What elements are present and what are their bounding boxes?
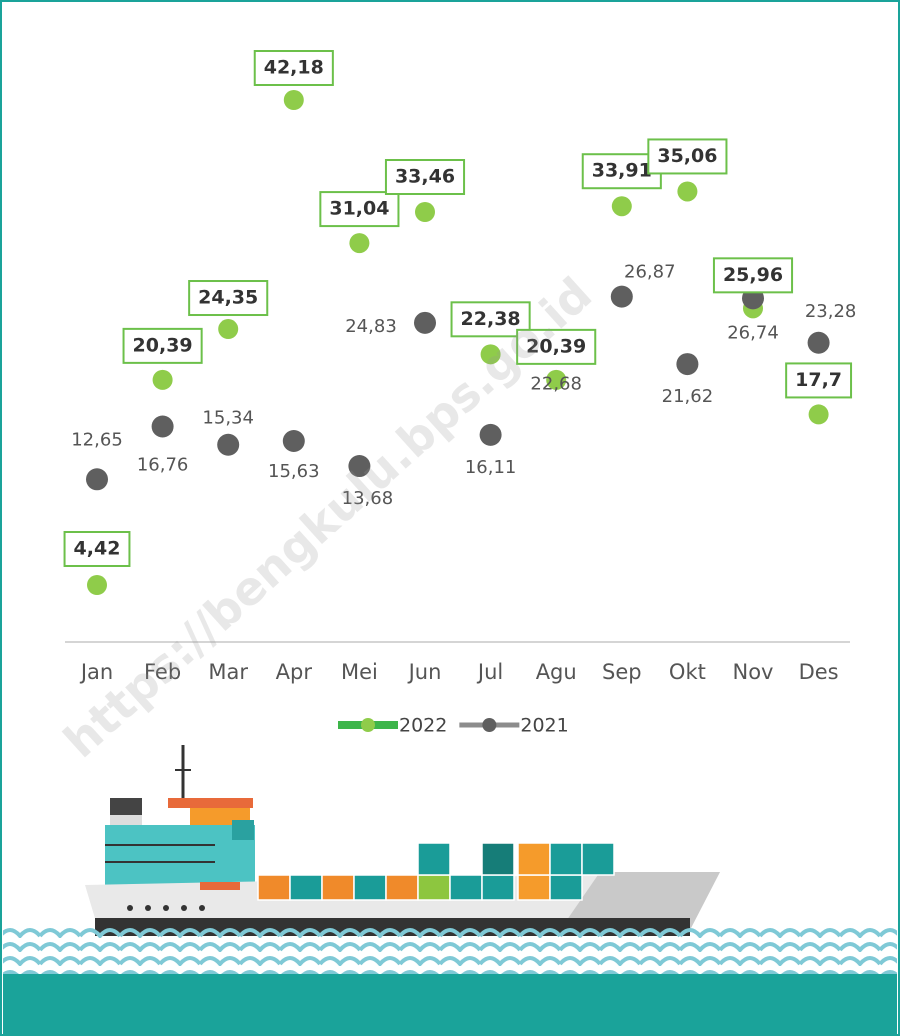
point	[546, 369, 567, 390]
data-label: 12,65	[71, 429, 123, 450]
point	[414, 311, 436, 334]
label-box	[188, 280, 269, 317]
data-label: 26,87	[624, 262, 676, 283]
x-tick-label: Jun	[407, 660, 442, 684]
data-label: 22,38	[461, 308, 521, 330]
point	[677, 181, 698, 202]
x-tick-label: Jul	[476, 660, 503, 684]
label-box	[319, 191, 400, 228]
point	[151, 415, 174, 438]
data-label: 25,96	[723, 264, 783, 286]
label-box	[384, 159, 466, 196]
data-label: 24,35	[198, 287, 258, 309]
legend-label: 2022	[399, 715, 447, 737]
data-label: 15,34	[202, 408, 254, 429]
x-tick-label: Agu	[536, 660, 577, 684]
data-label: 16,76	[137, 455, 189, 476]
point	[808, 404, 829, 425]
label-box	[122, 327, 203, 364]
sea-band	[3, 974, 897, 1034]
data-label: 21,62	[662, 386, 714, 407]
data-label: 4,42	[74, 538, 121, 560]
data-label: 20,39	[526, 335, 586, 357]
data-label: 33,91	[592, 160, 652, 182]
data-label: 42,18	[264, 57, 324, 79]
x-tick-label: Apr	[276, 660, 313, 684]
data-label: 23,28	[805, 301, 857, 322]
label-box	[63, 531, 131, 567]
ship-illustration	[85, 745, 720, 936]
data-label: 17,7	[795, 369, 842, 391]
label-box	[253, 50, 334, 86]
x-tick-label: Mei	[341, 660, 378, 684]
point	[282, 430, 305, 453]
point	[87, 575, 107, 595]
data-label: 22,68	[530, 373, 582, 394]
label-box	[647, 138, 728, 175]
data-label: 35,06	[657, 145, 717, 167]
point	[610, 285, 633, 308]
point	[479, 423, 502, 446]
waves	[3, 928, 897, 976]
label-box	[712, 257, 794, 294]
point	[152, 369, 173, 390]
x-tick-label: Feb	[144, 660, 181, 684]
x-tick-label: Nov	[733, 660, 774, 684]
x-tick-label: Jan	[79, 660, 113, 684]
data-label: 20,39	[133, 334, 193, 356]
data-label: 33,46	[395, 166, 455, 188]
point	[611, 196, 632, 217]
point	[415, 202, 435, 223]
point	[348, 455, 371, 478]
legend-label: 2021	[520, 715, 568, 737]
point	[86, 468, 108, 491]
point	[807, 331, 830, 354]
legend-dot	[361, 718, 375, 732]
point	[283, 90, 304, 110]
x-tick-label: Sep	[602, 660, 642, 684]
data-label: 26,74	[727, 322, 779, 343]
point	[676, 353, 699, 376]
legend-dot	[482, 718, 497, 732]
x-tick-label: Des	[799, 660, 839, 684]
x-tick-label: Mar	[208, 660, 248, 684]
data-label: 24,83	[345, 316, 397, 337]
data-label: 13,68	[342, 488, 394, 509]
point	[217, 433, 240, 456]
x-tick-label: Okt	[669, 660, 706, 684]
label-box	[516, 328, 597, 365]
point	[218, 319, 239, 340]
data-label: 16,11	[465, 457, 517, 478]
label-box	[785, 362, 853, 399]
data-label: 15,63	[268, 461, 320, 482]
point	[349, 233, 370, 254]
data-label: 31,04	[329, 198, 389, 220]
point	[480, 344, 501, 365]
